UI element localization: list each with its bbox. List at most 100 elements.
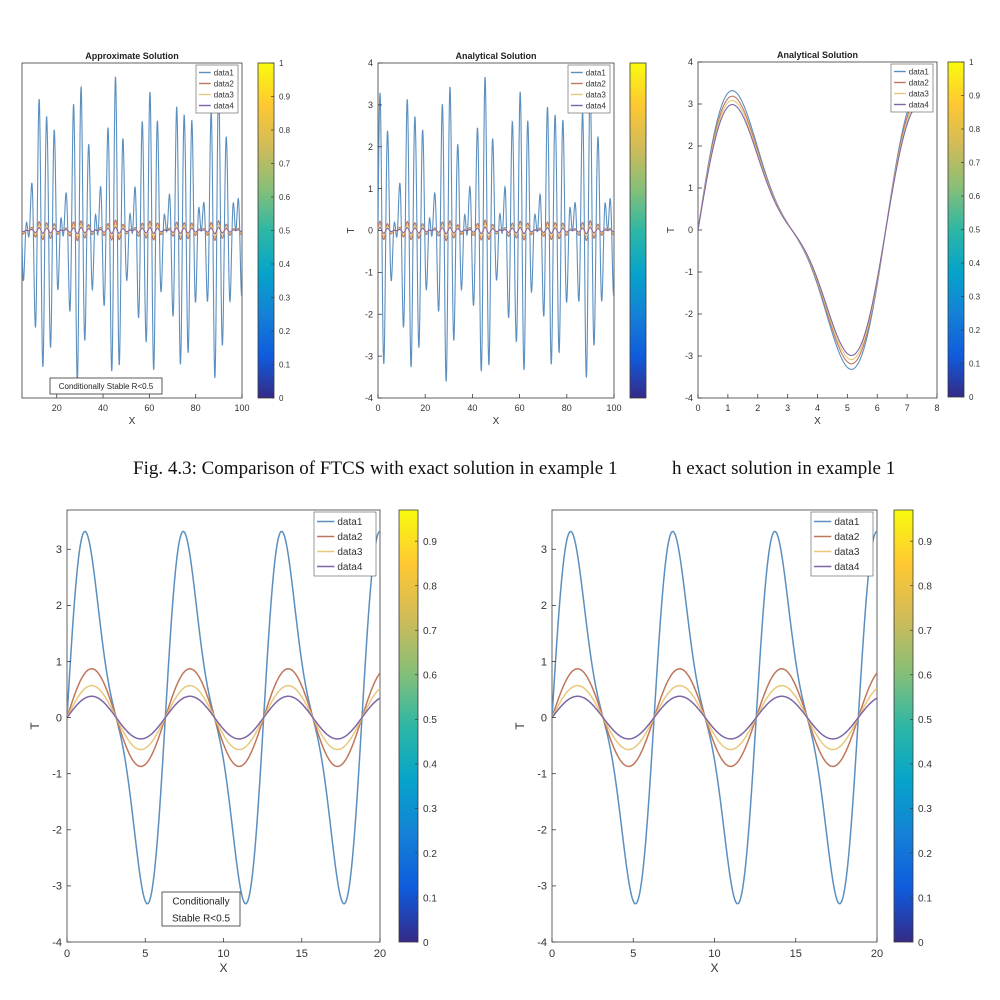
legend-label-data3: data3	[834, 547, 859, 558]
x-tick-label: 60	[144, 403, 154, 413]
colorbar-tick-label: 0.9	[279, 93, 291, 102]
legend-label-data1: data1	[586, 68, 607, 77]
chart-title: Approximate Solution	[85, 51, 179, 61]
y-tick-label: -1	[52, 769, 62, 781]
x-tick-label: 1	[725, 403, 730, 413]
figure-caption: Fig. 4.3: Comparison of FTCS with exact …	[133, 458, 618, 479]
x-tick-label: 10	[217, 948, 229, 960]
annotation-text: Conditionally Stable R<0.5	[59, 382, 154, 391]
series-line-data2	[552, 668, 877, 768]
colorbar-tick-label: 0.6	[918, 671, 932, 682]
legend-label-data1: data1	[214, 68, 235, 77]
colorbar-tick-label: 0.8	[423, 582, 437, 593]
colorbar-tick-label: 0.7	[423, 626, 437, 637]
colorbar-tick-label: 0.8	[918, 582, 932, 593]
colorbar-tick-label: 0.5	[969, 226, 981, 235]
y-tick-label: 2	[56, 600, 62, 612]
colorbar-tick-label: 0.2	[279, 327, 291, 336]
annotation-box	[49, 377, 163, 395]
y-tick-label: -3	[685, 351, 693, 361]
series-line-data4	[552, 695, 877, 740]
colorbar-tick-label: 0.2	[969, 326, 981, 335]
legend-label-data4: data4	[214, 101, 235, 110]
legend-box	[313, 511, 377, 577]
y-tick-label: -2	[537, 825, 547, 837]
colorbar-tick-label: 0.6	[969, 192, 981, 201]
colorbar-tick-label: 0.4	[918, 760, 932, 771]
x-axis-label: X	[710, 961, 718, 975]
y-axis-label: T	[666, 227, 677, 233]
chart-panel-3: Analytical Solution 0 1 2 3 4 5 6 7 8 -4 -3 -2 -1 0 1 2 3…	[666, 50, 981, 427]
colorbar-tick-label: 0.8	[969, 125, 981, 134]
x-tick-label: 100	[234, 403, 249, 413]
legend-label-data3: data3	[337, 547, 362, 558]
colorbar	[629, 62, 647, 399]
colorbar-tick-label: 1	[279, 59, 284, 68]
colorbar-tick-label: 0.3	[423, 804, 437, 815]
x-tick-label: 15	[790, 948, 802, 960]
colorbar-tick-label: 0.3	[918, 804, 932, 815]
legend-label-data4: data4	[337, 562, 362, 573]
legend-label-data1: data1	[337, 517, 362, 528]
annotation-text: Stable R<0.5	[172, 913, 231, 924]
colorbar-tick-label: 0.2	[918, 849, 932, 860]
legend-label-data3: data3	[909, 89, 930, 98]
x-tick-label: 40	[467, 403, 477, 413]
x-tick-label: 5	[142, 948, 148, 960]
colorbar-tick-label: 0.2	[423, 849, 437, 860]
x-tick-label: 2	[755, 403, 760, 413]
colorbar-tick-label: 0.9	[423, 537, 437, 548]
colorbar-tick-label: 0.1	[423, 893, 437, 904]
colorbar-tick-label: 0.9	[969, 92, 981, 101]
y-tick-label: 3	[688, 99, 693, 109]
y-tick-label: -4	[365, 393, 373, 403]
colorbar-tick-label: 0.1	[918, 893, 932, 904]
y-tick-label: -2	[685, 309, 693, 319]
x-axis-label: X	[493, 416, 500, 427]
y-tick-label: -2	[52, 825, 62, 837]
y-tick-label: 1	[56, 656, 62, 668]
legend-box	[810, 511, 874, 577]
y-tick-label: -1	[537, 769, 547, 781]
legend-label-data2: data2	[909, 78, 930, 87]
x-tick-label: 20	[871, 948, 883, 960]
x-tick-label: 80	[562, 403, 572, 413]
y-tick-label: 0	[368, 226, 373, 236]
chart-panel-2: Analytical Solution 0 20 40 60 80 100 -4 -3 -2 -1 0…	[346, 51, 647, 427]
legend-label-data2: data2	[586, 79, 607, 88]
x-tick-label: 4	[815, 403, 820, 413]
y-tick-label: -3	[365, 351, 373, 361]
x-tick-label: 0	[695, 403, 700, 413]
x-tick-label: 8	[934, 403, 939, 413]
y-tick-label: 0	[688, 225, 693, 235]
series-line-data1	[552, 530, 877, 905]
colorbar-tick-label: 0.3	[969, 293, 981, 302]
x-tick-label: 0	[64, 948, 70, 960]
colorbar-tick-label: 0.9	[918, 537, 932, 548]
series-line-data1	[67, 530, 380, 905]
chart-title: Analytical Solution	[455, 51, 536, 61]
legend-label-data4: data4	[909, 100, 930, 109]
annotation-text: Conditionally	[172, 896, 229, 907]
y-tick-label: 3	[368, 100, 373, 110]
annotation-box	[161, 891, 241, 927]
legend-label-data3: data3	[586, 90, 607, 99]
colorbar-tick-label: 0.7	[918, 626, 932, 637]
colorbar-tick-label: 0	[423, 938, 429, 949]
colorbar-tick-label: 0.3	[279, 294, 291, 303]
colorbar-tick-label: 0.4	[279, 260, 291, 269]
x-axis-label: X	[219, 961, 227, 975]
legend-label-data1: data1	[834, 517, 859, 528]
x-tick-label: 10	[708, 948, 720, 960]
y-tick-label: 0	[541, 712, 547, 724]
y-tick-label: 2	[368, 142, 373, 152]
legend-label-data4: data4	[586, 101, 607, 110]
colorbar-tick-label: 0	[918, 938, 924, 949]
y-tick-label: 2	[688, 141, 693, 151]
x-tick-label: 3	[785, 403, 790, 413]
y-tick-label: -1	[685, 267, 693, 277]
colorbar-tick-label: 0.5	[279, 227, 291, 236]
x-tick-label: 40	[98, 403, 108, 413]
y-tick-label: -1	[365, 268, 373, 278]
